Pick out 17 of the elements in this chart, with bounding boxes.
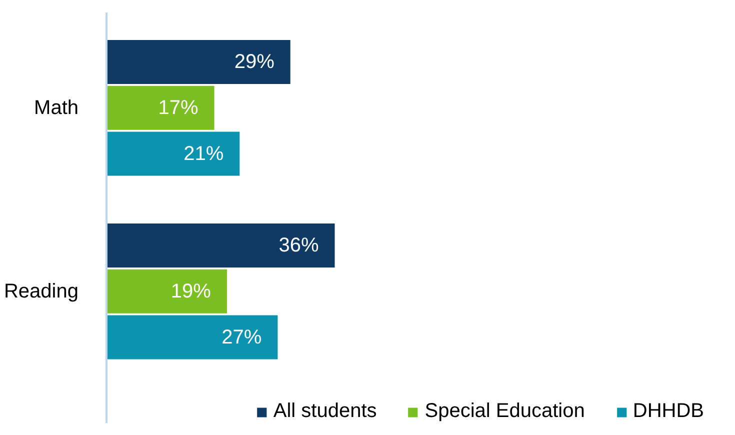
y-tick-label: Math xyxy=(34,96,79,119)
y-tick-label: Reading xyxy=(4,280,79,302)
data-label: 19% xyxy=(170,280,212,302)
bar xyxy=(106,86,214,130)
legend-label: DHHDB xyxy=(632,400,704,423)
bar xyxy=(106,132,240,176)
data-label: 36% xyxy=(278,234,319,257)
legend-label: Special Education xyxy=(424,400,585,423)
data-label: 29% xyxy=(234,51,275,74)
legend-label: All students xyxy=(273,400,377,423)
bar xyxy=(106,224,335,268)
data-label: 21% xyxy=(184,142,224,165)
bar xyxy=(106,40,290,84)
bar xyxy=(106,269,227,314)
bar xyxy=(106,315,278,360)
data-label: 27% xyxy=(222,326,262,348)
data-label: 17% xyxy=(158,96,198,119)
